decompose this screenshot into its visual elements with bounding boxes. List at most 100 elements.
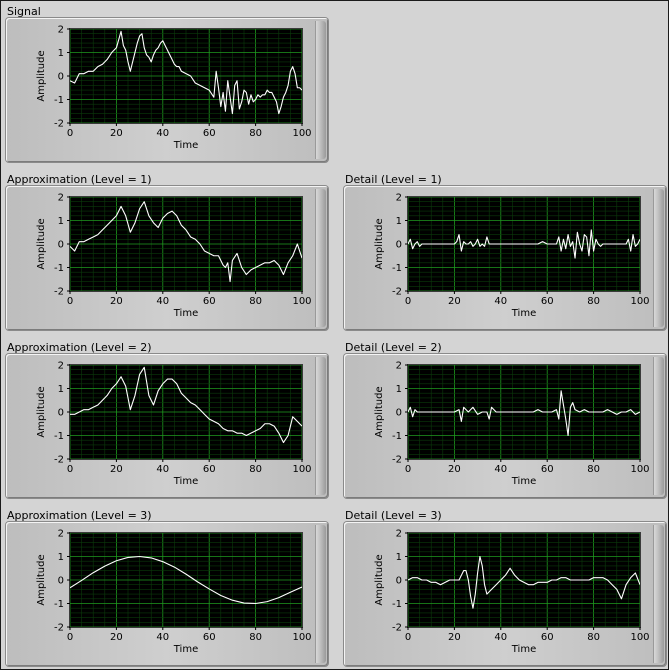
x-tick-label: 20 — [448, 632, 461, 643]
x-axis-label: Time — [511, 308, 536, 319]
x-tick-label: 0 — [67, 632, 73, 643]
y-tick-label: 0 — [58, 240, 64, 251]
y-tick-label: -2 — [392, 287, 402, 298]
y-tick-label: 2 — [396, 361, 402, 372]
x-tick-label: 0 — [405, 464, 411, 475]
x-tick-label: 0 — [67, 464, 73, 475]
y-axis-label: Amplitude — [36, 386, 47, 437]
x-tick-label: 20 — [110, 464, 123, 475]
series-line — [70, 366, 302, 444]
x-tick-label: 0 — [405, 296, 411, 307]
x-tick-label: 40 — [494, 464, 507, 475]
y-tick-label: 2 — [58, 193, 64, 204]
x-tick-label: 40 — [494, 632, 507, 643]
chart-title: Detail (Level = 3) — [345, 509, 442, 522]
chart-title: Approximation (Level = 3) — [7, 509, 152, 522]
y-tick-label: 1 — [58, 216, 64, 227]
x-tick-label: 80 — [587, 296, 600, 307]
x-tick-label: 0 — [67, 128, 73, 139]
grid — [407, 532, 641, 628]
y-tick-label: 0 — [58, 408, 64, 419]
x-tick-label: 100 — [630, 632, 649, 643]
y-tick-label: -1 — [54, 431, 64, 442]
series-line — [70, 30, 302, 115]
y-tick-label: -2 — [392, 623, 402, 634]
y-tick-label: -1 — [392, 263, 402, 274]
y-axis-label: Amplitude — [36, 218, 47, 269]
grid — [69, 532, 303, 628]
y-axis-label: Amplitude — [374, 386, 385, 437]
x-tick-label: 100 — [292, 296, 311, 307]
y-tick-label: 0 — [396, 576, 402, 587]
chart-title: Approximation (Level = 2) — [7, 341, 152, 354]
grid — [69, 196, 303, 292]
y-tick-label: -1 — [392, 599, 402, 610]
x-tick-label: 80 — [249, 632, 262, 643]
series-line — [408, 555, 640, 609]
x-tick-label: 20 — [448, 464, 461, 475]
x-tick-label: 80 — [587, 464, 600, 475]
series-line — [70, 555, 302, 605]
y-tick-label: 0 — [396, 408, 402, 419]
x-tick-label: 60 — [203, 296, 216, 307]
x-axis-label: Time — [173, 140, 198, 151]
y-tick-label: -2 — [54, 623, 64, 634]
x-tick-label: 20 — [110, 296, 123, 307]
y-axis-label: Amplitude — [36, 50, 47, 101]
x-tick-label: 20 — [448, 296, 461, 307]
x-axis-label: Time — [511, 644, 536, 655]
graph-approximation-level-3: 0 20 40 60 80 100 2 1 0 -1 -2 Time Amplitude — [36, 529, 312, 656]
x-tick-label: 0 — [67, 296, 73, 307]
y-tick-label: -1 — [54, 95, 64, 106]
x-tick-label: 20 — [110, 632, 123, 643]
x-tick-label: 40 — [156, 632, 169, 643]
y-tick-label: 0 — [58, 576, 64, 587]
x-tick-label: 40 — [156, 296, 169, 307]
y-tick-label: -1 — [54, 263, 64, 274]
series-line — [408, 390, 640, 437]
x-tick-label: 80 — [249, 128, 262, 139]
y-tick-label: -1 — [54, 599, 64, 610]
series-line — [70, 201, 302, 283]
x-tick-label: 60 — [203, 632, 216, 643]
y-tick-label: -1 — [392, 431, 402, 442]
y-axis-label: Amplitude — [374, 554, 385, 605]
graph-detail-level-2: 0 20 40 60 80 100 2 1 0 -1 -2 Time Amplitude — [374, 361, 650, 488]
grid — [69, 28, 303, 124]
y-tick-label: 2 — [58, 25, 64, 36]
x-tick-label: 100 — [292, 128, 311, 139]
y-tick-label: 2 — [58, 529, 64, 540]
x-tick-label: 100 — [630, 296, 649, 307]
y-tick-label: 1 — [396, 216, 402, 227]
y-tick-label: 0 — [396, 240, 402, 251]
y-tick-label: -2 — [392, 455, 402, 466]
graph-detail-level-1: 0 20 40 60 80 100 2 1 0 -1 -2 Time Amplitude — [374, 193, 650, 320]
series-line — [408, 229, 640, 259]
y-tick-label: 2 — [396, 193, 402, 204]
graph-signal: 0 20 40 60 80 100 2 1 0 -1 -2 Time Amplitude — [36, 25, 312, 152]
chart-title: Detail (Level = 1) — [345, 173, 442, 186]
x-tick-label: 20 — [110, 128, 123, 139]
x-tick-label: 60 — [203, 128, 216, 139]
x-axis-label: Time — [511, 476, 536, 487]
x-tick-label: 0 — [405, 632, 411, 643]
graph-approximation-level-1: 0 20 40 60 80 100 2 1 0 -1 -2 Time Amplitude — [36, 193, 312, 320]
graph-approximation-level-2: 0 20 40 60 80 100 2 1 0 -1 -2 Time Amplitude — [36, 361, 312, 488]
y-tick-label: 1 — [58, 384, 64, 395]
grid — [69, 364, 303, 460]
x-tick-label: 100 — [292, 632, 311, 643]
x-tick-label: 100 — [630, 464, 649, 475]
y-tick-label: 1 — [58, 552, 64, 563]
chart-title: Approximation (Level = 1) — [7, 173, 152, 186]
y-tick-label: 1 — [396, 384, 402, 395]
x-tick-label: 60 — [203, 464, 216, 475]
x-axis-label: Time — [173, 308, 198, 319]
y-tick-label: 2 — [58, 361, 64, 372]
x-tick-label: 60 — [541, 296, 554, 307]
x-tick-label: 40 — [494, 296, 507, 307]
chart-title: Detail (Level = 2) — [345, 341, 442, 354]
y-tick-label: 1 — [58, 48, 64, 59]
x-tick-label: 40 — [156, 128, 169, 139]
y-tick-label: 0 — [58, 72, 64, 83]
